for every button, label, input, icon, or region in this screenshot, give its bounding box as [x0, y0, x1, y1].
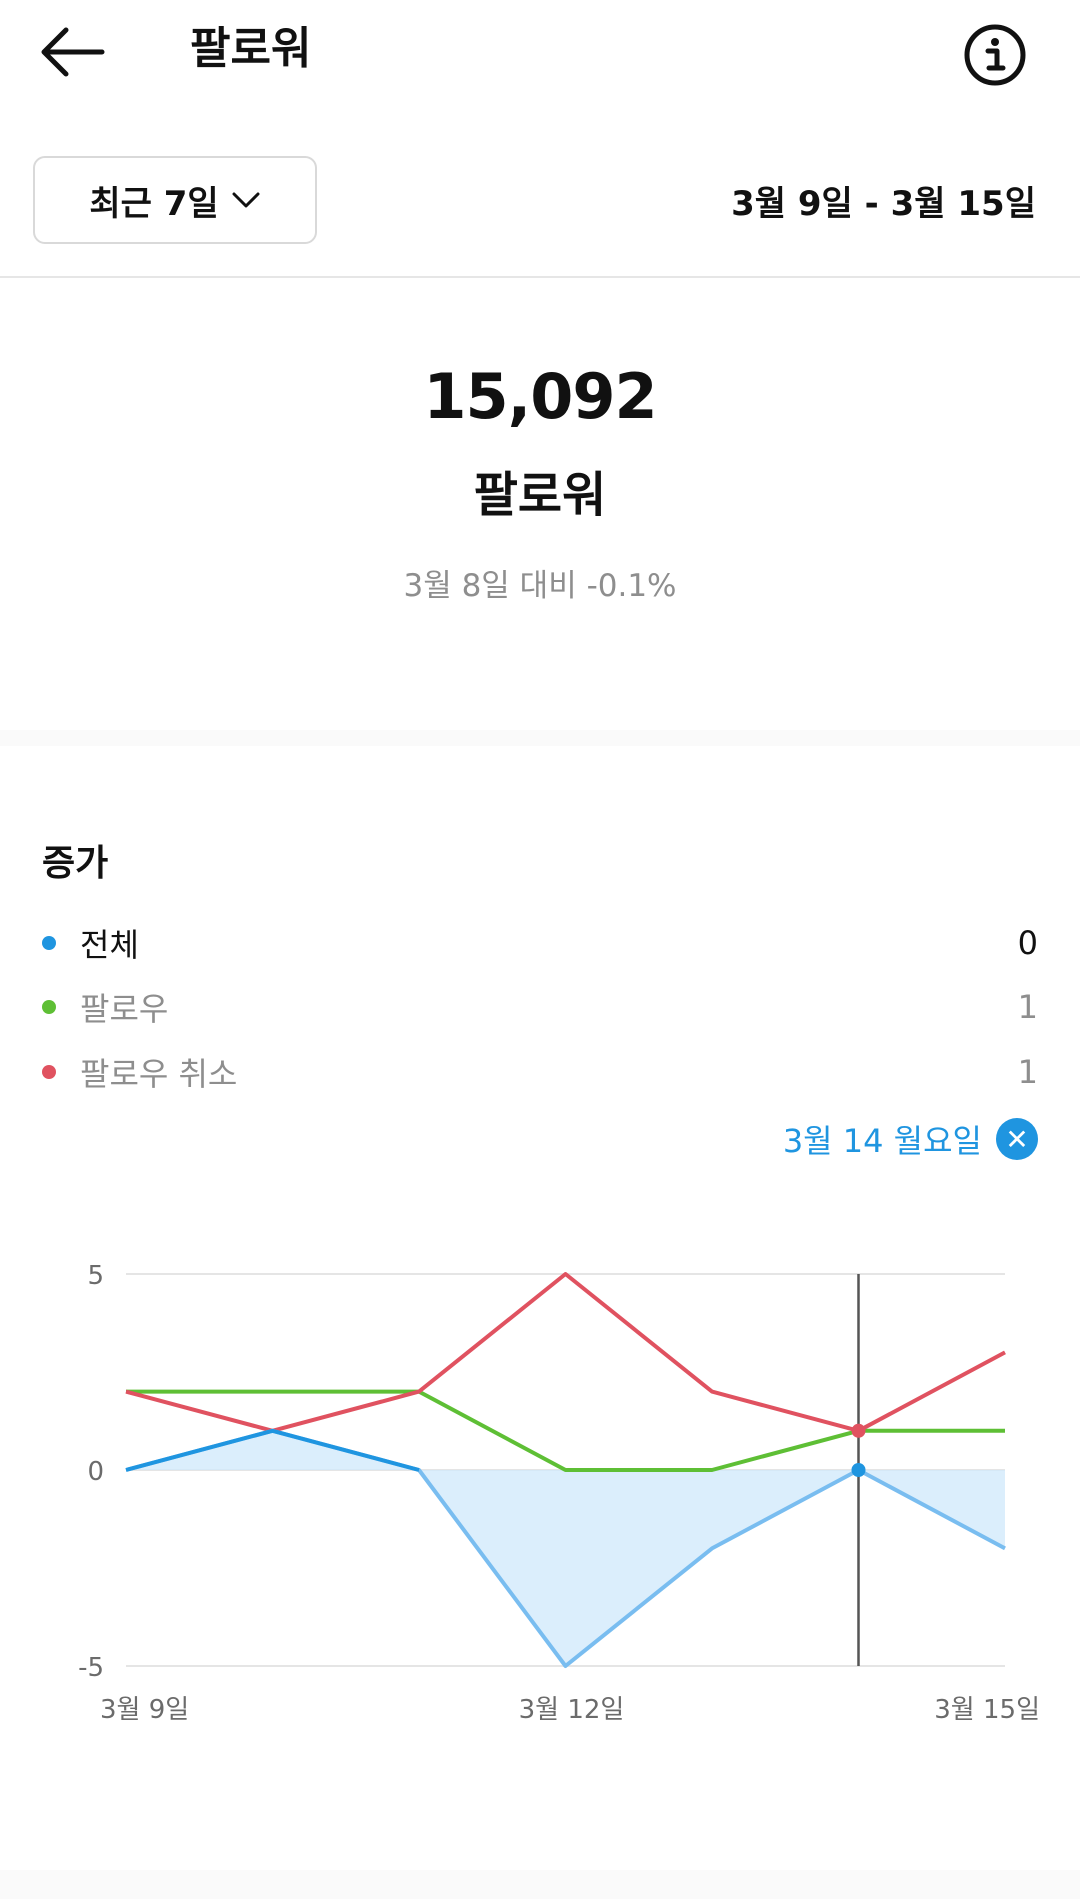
- range-dropdown[interactable]: 최근 7일: [33, 156, 317, 244]
- x-tick-label: 3월 9일: [100, 1695, 189, 1725]
- legend-label: 전체: [80, 926, 139, 964]
- legend-item-unfollow[interactable]: 팔로우 취소 1: [42, 1047, 1038, 1097]
- series-line-2: [125, 1272, 1006, 1433]
- legend-item-follow[interactable]: 팔로우 1: [42, 982, 1038, 1032]
- comparison-text: 3월 8일 대비 -0.1%: [403, 568, 677, 604]
- info-icon: [964, 24, 1026, 86]
- divider: [0, 276, 1080, 278]
- selected-date-label: 3월 14 월요일: [782, 1122, 982, 1160]
- legend-label: 팔로우 취소: [80, 1055, 238, 1093]
- x-tick-label: 3월 15일: [934, 1695, 1040, 1725]
- arrow-left-icon: [41, 27, 105, 77]
- legend-value: 1: [1017, 988, 1038, 1026]
- follower-count: 15,092: [423, 360, 657, 433]
- chevron-down-icon: [232, 192, 260, 208]
- page-title: 팔로워: [190, 23, 312, 74]
- legend-value: 1: [1017, 1053, 1038, 1091]
- legend-dot: [42, 936, 56, 950]
- legend-dot: [42, 1065, 56, 1079]
- chart-svg: 5 0 -5 3월 9일 3월 12일 3월 15일: [78, 1261, 1040, 1725]
- x-tick-label: 3월 12일: [519, 1695, 625, 1725]
- legend-label: 팔로우: [80, 990, 169, 1028]
- y-tick-label: 5: [87, 1261, 104, 1291]
- date-range: 3월 9일 - 3월 15일: [731, 184, 1036, 224]
- close-icon[interactable]: ✕: [996, 1118, 1038, 1160]
- legend-value: 0: [1017, 924, 1038, 962]
- section-divider: [0, 730, 1080, 746]
- growth-chart: 5 0 -5 3월 9일 3월 12일 3월 15일: [0, 1230, 1080, 1750]
- series-line-total-highlight: [125, 1428, 420, 1472]
- selected-date: 3월 14 월요일 ✕: [783, 1116, 1038, 1162]
- header: 팔로워: [0, 0, 1080, 110]
- legend-item-total[interactable]: 전체 0: [42, 918, 1038, 968]
- growth-title: 증가: [42, 843, 109, 884]
- back-button[interactable]: [34, 20, 114, 84]
- legend-dot: [42, 1000, 56, 1014]
- y-tick-label: 0: [87, 1457, 104, 1487]
- selected-point-unfollow: [851, 1423, 866, 1438]
- area-total: [126, 1430, 1005, 1666]
- range-label: 최근 7일: [89, 183, 219, 224]
- selected-point-total: [851, 1463, 866, 1477]
- section-divider-bottom: [0, 1870, 1080, 1899]
- info-button[interactable]: [960, 20, 1030, 90]
- y-tick-label: -5: [78, 1653, 104, 1683]
- follower-label: 팔로워: [473, 467, 607, 523]
